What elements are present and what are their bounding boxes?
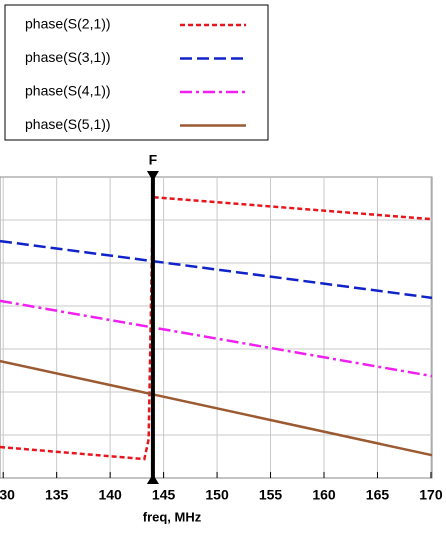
x-tick-label: 160: [312, 487, 336, 503]
plot-frame: [0, 176, 433, 479]
x-tick-label: 140: [98, 487, 122, 503]
x-tick-label: 135: [45, 487, 69, 503]
x-tick-label: 155: [259, 487, 283, 503]
x-tick-label: 165: [366, 487, 390, 503]
marker-label: F: [149, 152, 158, 168]
x-axis-label: freq, MHz: [143, 509, 202, 524]
x-tick-label: 150: [205, 487, 229, 503]
series-line: [0, 359, 433, 457]
legend-label: phase(S(4,1)): [25, 83, 111, 99]
legend-label: phase(S(5,1)): [25, 116, 111, 132]
series-line: [0, 299, 433, 378]
series-line: [0, 195, 433, 461]
x-tick-label: 145: [152, 487, 176, 503]
marker-arrow: [146, 171, 159, 181]
x-tick-label: 170: [419, 487, 443, 503]
legend-label: phase(S(3,1)): [25, 49, 111, 65]
marker-arrow: [146, 474, 159, 484]
x-tick-label: 130: [0, 487, 15, 503]
series-line: [0, 239, 433, 300]
legend-box: [4, 4, 269, 141]
legend-label: phase(S(2,1)): [25, 16, 111, 32]
